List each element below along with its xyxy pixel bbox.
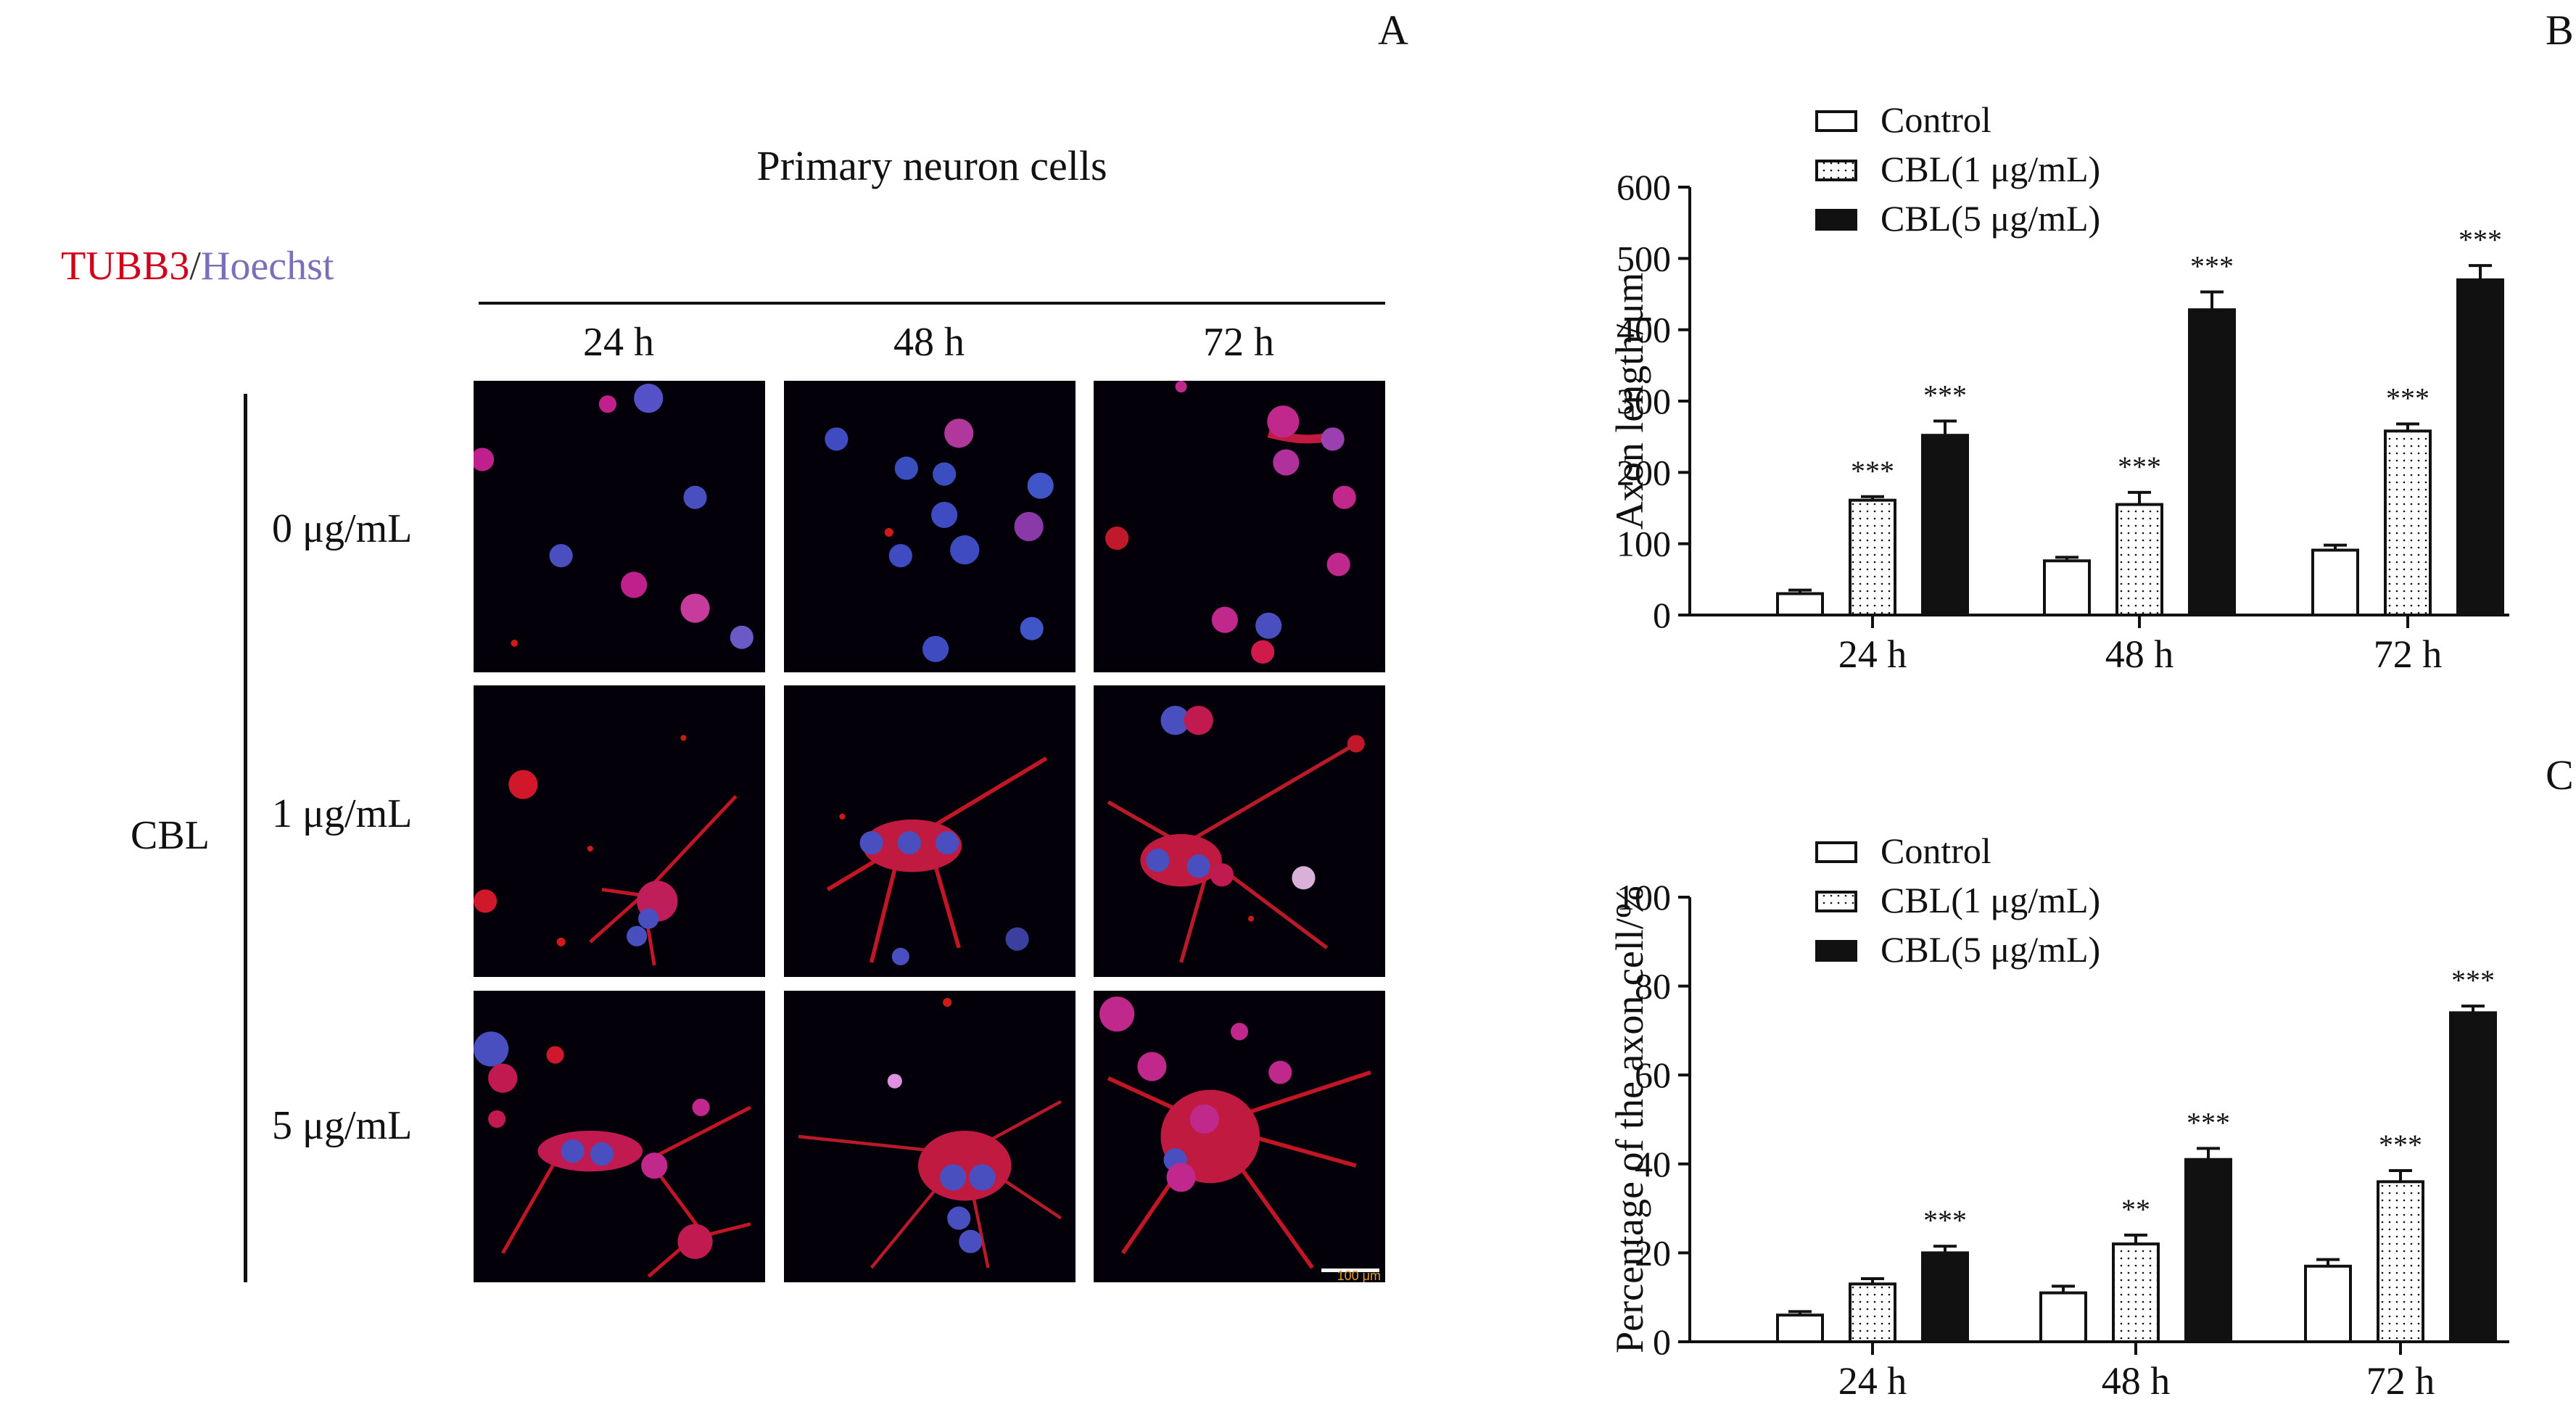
chart-b-y-axis-label: Axon length/μm (1608, 273, 1651, 529)
chart-c-legend-swatch (1815, 841, 1857, 863)
chart-b-bar (1776, 592, 1824, 616)
chart-c-x-tick-label: 24 h (1838, 1359, 1907, 1403)
chart-b-significance-label: *** (2190, 250, 2234, 283)
column-header-24h: 24 h (583, 320, 654, 365)
chart-b-bar (2043, 559, 2091, 616)
chart-b-legend-swatch (1815, 110, 1857, 132)
chart-b-legend-swatch (1815, 160, 1857, 181)
chart-c-significance-label: *** (2379, 1129, 2422, 1161)
micrograph-1ug-48h (784, 685, 1076, 977)
chart-c-bar (2184, 1158, 2232, 1344)
chart-b-y-tick-label: 600 (1617, 167, 1671, 207)
chart-c-significance-label: *** (2187, 1106, 2230, 1139)
chart-b-x-tick-label: 72 h (2374, 632, 2443, 676)
chart-c-bar (2304, 1264, 2352, 1344)
chart-c-legend-swatch (1815, 940, 1857, 962)
chart-c-y-tick-label: 80 (1635, 966, 1671, 1007)
chart-b-significance-label: *** (2118, 450, 2161, 483)
grid-title: Primary neuron cells (756, 142, 1107, 189)
chart-c-legend-label: CBL(1 μg/mL) (1881, 880, 2100, 920)
scale-bar (1321, 1269, 1379, 1272)
chart-b-significance-label: *** (2386, 381, 2430, 414)
chart-c-bar (2112, 1242, 2160, 1344)
group-bracket-line (244, 394, 247, 1282)
chart-c-bar (2377, 1180, 2424, 1343)
chart-b-significance-label: *** (1923, 379, 1967, 412)
panel-label-b: B (2546, 7, 2574, 54)
chart-b-legend-swatch (1815, 209, 1857, 231)
chart-c-bar (2449, 1011, 2497, 1343)
micrograph-1ug-24h (474, 685, 765, 977)
chart-b-bar (1849, 498, 1896, 617)
chart-c-x-tick-label: 48 h (2102, 1359, 2171, 1403)
chart-c-bar (1921, 1251, 1969, 1344)
scale-bar-label: 100 μm (1337, 1269, 1381, 1282)
chart-b-y-tick-label: 300 (1617, 381, 1671, 421)
chart-b-significance-label: *** (2459, 223, 2502, 256)
chart-c-bar (1776, 1313, 1824, 1343)
micrograph-5ug-24h (474, 991, 765, 1282)
chart-c-legend-swatch (1815, 891, 1857, 912)
chart-b-y-tick-label: 0 (1653, 595, 1671, 635)
chart-c-significance-label: ** (2121, 1193, 2150, 1226)
panel-label-c: C (2546, 751, 2574, 799)
stain-legend-red: TUBB3 (61, 244, 190, 289)
stain-legend-blue: Hoechst (200, 244, 334, 289)
chart-b-x-tick-label: 24 h (1838, 632, 1907, 676)
chart-b-bar (1921, 434, 1969, 617)
stain-legend: TUBB3/Hoechst (61, 243, 334, 289)
chart-c-x-tick-label: 72 h (2366, 1359, 2435, 1403)
chart-c-y-tick-label: 20 (1635, 1232, 1671, 1273)
chart-b-legend-label: Control (1881, 99, 1991, 140)
chart-b-legend-label: CBL(1 μg/mL) (1881, 149, 2100, 189)
micrograph-0ug-48h (784, 381, 1076, 672)
chart-c-y-tick-label: 100 (1617, 877, 1671, 917)
chart-b-x-tick-label: 48 h (2105, 632, 2174, 676)
chart-c-significance-label: *** (2451, 964, 2495, 997)
chart-b-bar (2311, 548, 2359, 616)
chart-b-y-tick-label: 100 (1617, 524, 1671, 564)
column-header-48h: 48 h (893, 320, 965, 365)
grid-title-rule (479, 302, 1385, 305)
micrograph-0ug-24h (474, 381, 765, 672)
chart-c-y-tick-label: 40 (1635, 1144, 1671, 1184)
panel-label-a: A (1378, 7, 1408, 54)
chart-b-bar (2188, 308, 2236, 616)
micrograph-0ug-72h (1094, 381, 1385, 672)
chart-b-y-tick-label: 400 (1617, 310, 1671, 350)
column-header-72h: 72 h (1203, 320, 1274, 365)
chart-c-bar (1849, 1282, 1896, 1344)
micrograph-5ug-48h (784, 991, 1076, 1282)
chart-b-y-tick-label: 200 (1617, 452, 1671, 492)
chart-c-legend-label: Control (1881, 830, 1991, 871)
chart-b-bar (2115, 503, 2163, 616)
chart-c-y-tick-label: 0 (1653, 1321, 1671, 1362)
chart-b-bar (2384, 429, 2432, 616)
chart-c-significance-label: *** (1923, 1204, 1967, 1237)
chart-b-significance-label: *** (1851, 455, 1894, 487)
chart-c-legend-label: CBL(5 μg/mL) (1881, 929, 2100, 970)
chart-b-legend-label: CBL(5 μg/mL) (1881, 198, 2100, 239)
chart-b-bar (2456, 278, 2504, 616)
group-label-cbl: CBL (131, 813, 210, 858)
row-header-0: 0 μg/mL (272, 506, 413, 551)
row-header-5: 5 μg/mL (272, 1103, 413, 1148)
chart-c-y-axis-label: Percentage of the axon cell/% (1608, 886, 1651, 1353)
chart-c-y-tick-label: 60 (1635, 1055, 1671, 1095)
micrograph-5ug-72h: 100 μm (1094, 991, 1385, 1282)
row-header-1: 1 μg/mL (272, 791, 413, 836)
stain-legend-slash: / (189, 244, 201, 289)
chart-c-bar (2039, 1291, 2087, 1343)
chart-b-y-tick-label: 500 (1617, 238, 1671, 279)
micrograph-1ug-72h (1094, 685, 1385, 977)
